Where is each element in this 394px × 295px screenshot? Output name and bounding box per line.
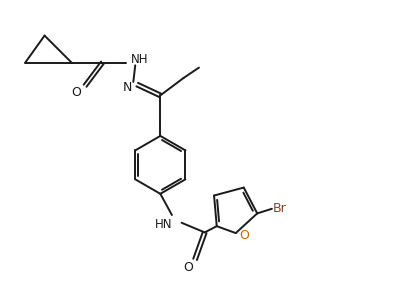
Text: Br: Br [273,202,286,215]
Text: N: N [123,81,132,94]
Text: HN: HN [154,218,172,231]
Text: NH: NH [131,53,148,66]
Text: O: O [72,86,82,99]
Text: O: O [239,229,249,242]
Text: O: O [184,261,193,274]
